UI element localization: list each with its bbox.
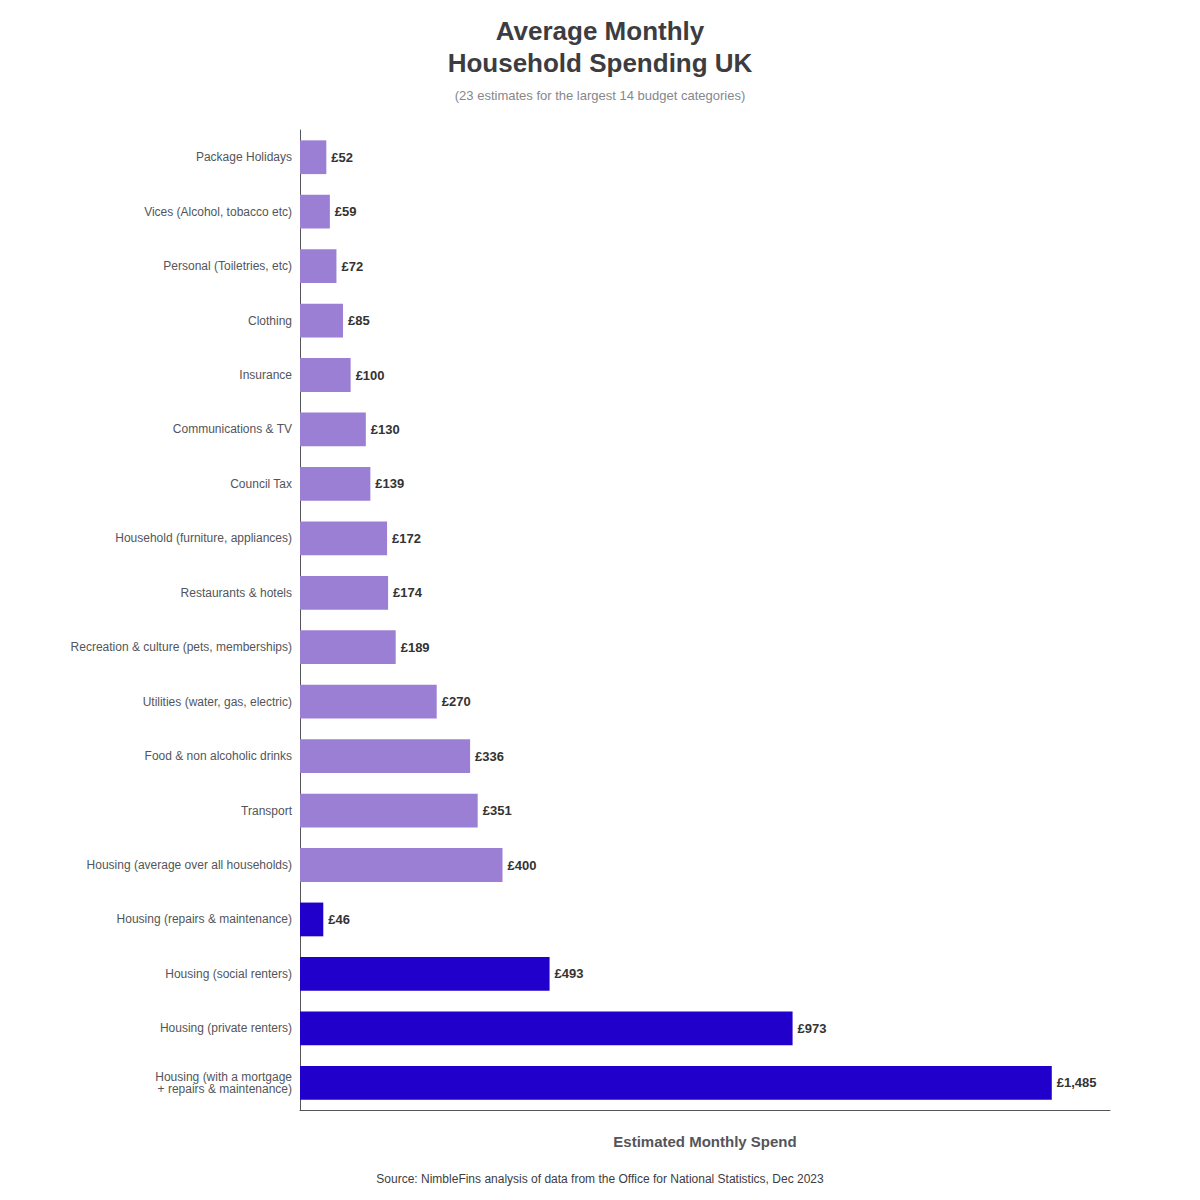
svg-text:£189: £189 (401, 640, 430, 655)
svg-text:Average Monthly: Average Monthly (496, 16, 705, 46)
svg-text:£100: £100 (356, 368, 385, 383)
svg-text:Housing (with a mortgage: Housing (with a mortgage (155, 1069, 292, 1084)
svg-text:Utilities (water, gas, electri: Utilities (water, gas, electric) (143, 695, 292, 709)
svg-text:Housing (social renters): Housing (social renters) (165, 967, 292, 981)
svg-text:£59: £59 (335, 204, 357, 219)
svg-text:Food & non alcoholic drinks: Food & non alcoholic drinks (145, 749, 292, 763)
svg-text:£139: £139 (375, 476, 404, 491)
svg-text:£270: £270 (442, 694, 471, 709)
svg-text:£52: £52 (331, 150, 353, 165)
svg-text:£351: £351 (483, 803, 512, 818)
svg-text:£174: £174 (393, 585, 423, 600)
svg-text:Household (furniture, applianc: Household (furniture, appliances) (115, 531, 292, 545)
svg-text:£172: £172 (392, 531, 421, 546)
svg-text:Clothing: Clothing (248, 314, 292, 328)
svg-text:£130: £130 (371, 422, 400, 437)
svg-text:Housing (private renters): Housing (private renters) (160, 1021, 292, 1035)
svg-text:£336: £336 (475, 749, 504, 764)
svg-text:Housing (repairs & maintenance: Housing (repairs & maintenance) (117, 912, 292, 926)
svg-text:Council Tax: Council Tax (230, 477, 292, 491)
svg-text:Package Holidays: Package Holidays (196, 150, 292, 164)
svg-text:Vices (Alcohol, tobacco etc): Vices (Alcohol, tobacco etc) (144, 205, 292, 219)
svg-text:Personal (Toiletries, etc): Personal (Toiletries, etc) (163, 259, 292, 273)
svg-text:£973: £973 (798, 1021, 827, 1036)
svg-text:Housing (average over all hous: Housing (average over all households) (87, 858, 292, 872)
svg-text:£400: £400 (508, 858, 537, 873)
svg-text:Insurance: Insurance (239, 368, 292, 382)
svg-text:£493: £493 (555, 966, 584, 981)
svg-text:+ repairs & maintenance): + repairs & maintenance) (158, 1082, 292, 1096)
svg-text:£72: £72 (341, 259, 363, 274)
svg-text:£85: £85 (348, 313, 370, 328)
svg-text:Restaurants & hotels: Restaurants & hotels (181, 586, 292, 600)
svg-text:Source: NimbleFins analysis of: Source: NimbleFins analysis of data from… (376, 1172, 824, 1186)
svg-text:Communications & TV: Communications & TV (173, 422, 292, 436)
svg-text:Recreation & culture (pets, me: Recreation & culture (pets, memberships) (71, 640, 292, 654)
svg-text:£1,485: £1,485 (1057, 1075, 1097, 1090)
svg-text:£46: £46 (328, 912, 350, 927)
svg-text:Household Spending UK: Household Spending UK (448, 48, 753, 78)
svg-text:Estimated Monthly Spend: Estimated Monthly Spend (613, 1133, 796, 1150)
svg-text:Transport: Transport (241, 804, 293, 818)
svg-text:(23 estimates for the largest: (23 estimates for the largest 14 budget … (455, 88, 746, 103)
